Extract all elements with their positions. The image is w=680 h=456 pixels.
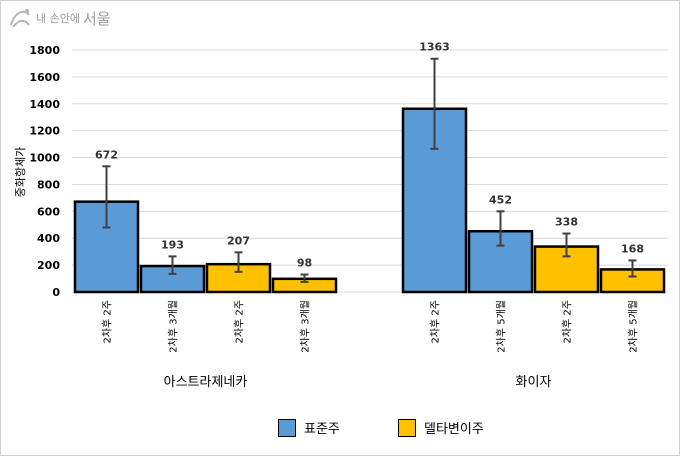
data-label-1-0: 1363 xyxy=(419,41,450,54)
category-label-0-2: 2차후 2주 xyxy=(234,300,246,344)
y-tick-label-1: 200 xyxy=(37,259,60,272)
group-label-1: 화이자 xyxy=(516,375,552,390)
y-tick-label-8: 1600 xyxy=(29,71,60,84)
bar-0-0 xyxy=(73,200,140,294)
data-label-0-3: 98 xyxy=(297,257,312,270)
y-tick-label-7: 1400 xyxy=(29,98,60,111)
legend-item-standard: 표준주 xyxy=(278,418,340,437)
category-label-0-0: 2차후 2주 xyxy=(102,300,114,344)
category-labels: 2차후 2주 2차후 3개월 2차후 2주 2차후 3개월 2차후 2주 2차후 5개월 2… xyxy=(102,300,640,353)
y-tick-label-5: 1000 xyxy=(29,152,60,165)
bars xyxy=(73,107,666,294)
logo-big-text: 서울 xyxy=(82,9,111,28)
logo-small-text: 내 손안에 xyxy=(36,12,80,25)
data-label-0-0: 672 xyxy=(95,148,118,161)
seoul-logo-icon xyxy=(10,9,30,28)
data-label-1-3: 168 xyxy=(621,242,644,255)
legend-swatch-standard xyxy=(278,418,296,437)
data-label-0-2: 207 xyxy=(227,234,250,247)
data-label-0-1: 193 xyxy=(161,238,184,251)
data-labels: 672 193 207 98 1363 452 338 168 xyxy=(95,41,644,270)
category-label-1-0: 2차후 2주 xyxy=(430,300,442,344)
y-tick-label-6: 1200 xyxy=(29,125,60,138)
y-tick-label-3: 600 xyxy=(37,205,60,218)
data-label-1-2: 338 xyxy=(555,216,578,229)
group-label-0: 아스트라제네카 xyxy=(164,375,248,390)
legend-label-standard: 표준주 xyxy=(304,422,340,437)
legend-label-delta: 델타변이주 xyxy=(424,422,484,437)
error-bars xyxy=(102,57,637,283)
category-label-1-3: 2차후 5개월 xyxy=(628,300,640,353)
y-tick-label-2: 400 xyxy=(37,232,60,245)
y-axis-label: 중화항체가 xyxy=(14,147,27,198)
category-label-1-2: 2차후 2주 xyxy=(562,300,574,344)
category-label-0-1: 2차후 3개월 xyxy=(168,300,180,353)
y-axis-ticks: 0 200 400 600 800 1000 1200 1400 1600 1800 xyxy=(29,44,60,299)
legend-swatch-delta xyxy=(398,418,416,437)
data-label-1-1: 452 xyxy=(489,193,512,206)
legend-item-delta: 델타변이주 xyxy=(398,418,484,437)
y-tick-label-4: 800 xyxy=(37,178,60,191)
seoul-logo: 내 손안에 서울 xyxy=(7,5,111,31)
category-label-0-3: 2차후 3개월 xyxy=(300,300,312,353)
group-labels: 아스트라제네카 화이자 xyxy=(164,375,552,390)
y-tick-label-9: 1800 xyxy=(29,44,60,57)
y-tick-label-0: 0 xyxy=(52,286,60,299)
bar-1-0 xyxy=(401,107,468,294)
legend: 표준주 델타변이주 xyxy=(0,418,680,438)
category-label-1-1: 2차후 5개월 xyxy=(496,300,508,353)
